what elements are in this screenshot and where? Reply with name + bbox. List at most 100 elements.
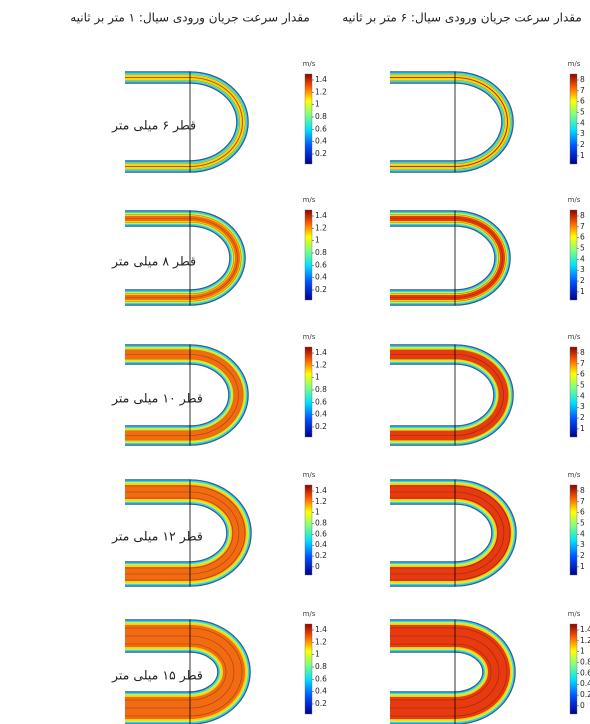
colorbar-tick-label: 1	[580, 287, 585, 296]
colorbar-tick-label: 1	[315, 650, 320, 659]
colorbar-tick-label: 0.4	[315, 410, 327, 419]
colorbar-tick-label: 2	[580, 276, 585, 285]
column-header: مقدار سرعت جریان ورودی سیال: ۱ متر بر ثا…	[70, 11, 310, 26]
colorbar-tick-label: 1.4	[315, 211, 327, 220]
colorbar-tick-label: 1.4	[315, 625, 327, 634]
colorbar-tick-label: 0.2	[315, 422, 327, 431]
colorbar	[570, 210, 577, 300]
colorbar-unit: m/s	[303, 333, 316, 341]
colorbar-tick-label: 3	[580, 402, 585, 411]
colorbar-tick-label: 8	[580, 348, 585, 357]
colorbar-tick-label: 1.2	[580, 636, 590, 645]
colorbar-tick-label: 1	[580, 562, 585, 571]
colorbar-tick-label: 1.4	[315, 75, 327, 84]
colorbar-tick-label: 7	[580, 222, 585, 231]
colorbar-tick-label: 5	[580, 244, 585, 253]
colorbar-tick-label: 2	[580, 551, 585, 560]
colorbar-tick-label: 8	[580, 75, 585, 84]
colorbar-unit: m/s	[568, 471, 581, 479]
colorbar-tick-label: 6	[580, 370, 585, 379]
colorbar-tick-label: 1.2	[315, 497, 327, 506]
colorbar-tick-label: 0.8	[315, 248, 327, 257]
pipe-wall	[390, 653, 483, 692]
colorbar-tick-label: 0.4	[580, 679, 590, 688]
colorbar-tick-label: 1	[315, 373, 320, 382]
colorbar-tick-label: 1	[315, 508, 320, 517]
pipe-image	[390, 620, 515, 724]
colorbar-tick-label: 1	[580, 647, 585, 656]
colorbar-tick-label: 2	[580, 413, 585, 422]
colorbar-tick-label: 0.8	[315, 385, 327, 394]
colorbar-tick-label: 1	[315, 236, 320, 245]
figure: مقدار سرعت جریان ورودی سیال: ۱ متر بر ثا…	[0, 0, 590, 724]
colorbar	[305, 485, 312, 575]
colorbar-tick-label: 0.4	[315, 540, 327, 549]
colorbar-tick-label: 3	[580, 129, 585, 138]
colorbar-tick-label: 0.8	[315, 112, 327, 121]
colorbar-tick-label: 1.2	[315, 360, 327, 369]
colorbar-tick-label: 5	[580, 519, 585, 528]
colorbar-tick-label: 0.6	[315, 260, 327, 269]
pipe-image	[390, 480, 517, 587]
colorbar-tick-label: 1.4	[315, 486, 327, 495]
pipe-flow	[390, 78, 508, 167]
colorbar-tick-label: 6	[580, 233, 585, 242]
colorbar-tick-label: 0.2	[315, 285, 327, 294]
colorbar-tick-label: 4	[580, 529, 585, 538]
colorbar-tick-label: 3	[580, 540, 585, 549]
colorbar-tick-label: 4	[580, 254, 585, 263]
colorbar-unit: m/s	[568, 333, 581, 341]
colorbar	[570, 624, 577, 714]
colorbar-unit: m/s	[568, 610, 581, 618]
colorbar-tick-label: 0.4	[315, 273, 327, 282]
colorbar-tick-label: 5	[580, 108, 585, 117]
colorbar-tick-label: 0.8	[580, 658, 590, 667]
colorbar-tick-label: 8	[580, 486, 585, 495]
colorbar-unit: m/s	[303, 471, 316, 479]
colorbar-unit: m/s	[568, 196, 581, 204]
pipe-wall	[390, 227, 495, 290]
colorbar-tick-label: 1.4	[315, 348, 327, 357]
row-label: قطر ۸ میلی متر	[111, 254, 196, 270]
colorbar-tick-label: 0.8	[315, 519, 327, 528]
colorbar-tick-label: 0.2	[315, 699, 327, 708]
row-label: قطر ۱۰ میلی متر	[111, 391, 203, 407]
colorbar-tick-label: 0.2	[315, 551, 327, 560]
colorbar-tick-label: 8	[580, 211, 585, 220]
colorbar-tick-label: 0.2	[580, 690, 590, 699]
colorbar	[570, 347, 577, 437]
colorbar-tick-label: 1	[580, 151, 585, 160]
colorbar-tick-label: 0.6	[315, 529, 327, 538]
colorbar	[570, 485, 577, 575]
row-label: قطر ۱۵ میلی متر	[111, 668, 203, 684]
colorbar	[305, 624, 312, 714]
colorbar-tick-label: 1.2	[315, 87, 327, 96]
colorbar-tick-label: 0.4	[315, 137, 327, 146]
colorbar-tick-label: 7	[580, 497, 585, 506]
colorbar	[305, 210, 312, 300]
row-label: قطر ۱۲ میلی متر	[111, 529, 203, 545]
pipe-wall	[390, 505, 492, 562]
colorbar-unit: m/s	[303, 610, 316, 618]
colorbar-unit: m/s	[303, 60, 316, 68]
colorbar-tick-label: 3	[580, 265, 585, 274]
colorbar-tick-label: 4	[580, 118, 585, 127]
page: {"headers": ["مقدار سرعت جریان ورودی سیا…	[0, 0, 590, 724]
colorbar-tick-label: 0.6	[580, 668, 590, 677]
colorbar-tick-label: 1.2	[315, 637, 327, 646]
colorbar	[305, 347, 312, 437]
row-label: قطر ۶ میلی متر	[111, 118, 196, 134]
pipe-image	[390, 211, 511, 306]
colorbar-tick-label: 5	[580, 381, 585, 390]
colorbar-tick-label: 1.4	[580, 625, 590, 634]
colorbar-tick-label: 0.4	[315, 687, 327, 696]
colorbar-tick-label: 0.6	[315, 397, 327, 406]
pipe-image	[390, 72, 514, 173]
colorbar-tick-label: 7	[580, 359, 585, 368]
colorbar-tick-label: 6	[580, 508, 585, 517]
colorbar-tick-label: 0.8	[315, 662, 327, 671]
colorbar	[305, 74, 312, 164]
colorbar-tick-label: 1	[315, 100, 320, 109]
colorbar	[570, 74, 577, 164]
colorbar-tick-label: 0	[315, 562, 320, 571]
